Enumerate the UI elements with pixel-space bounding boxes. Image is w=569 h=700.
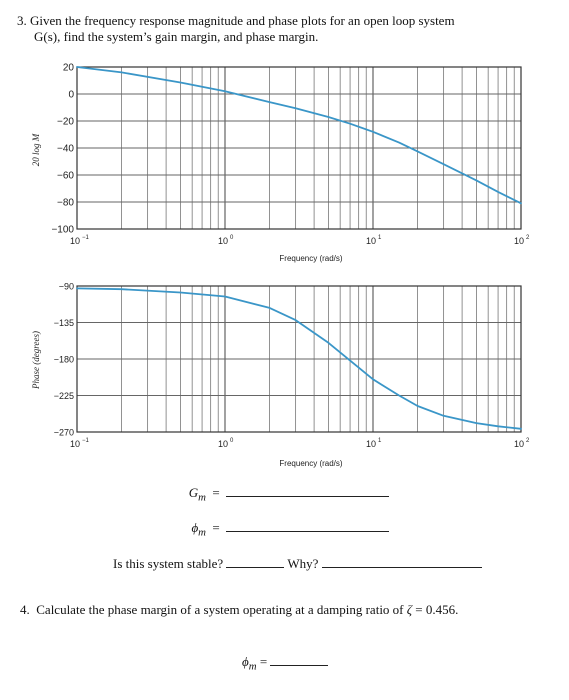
x-axis-label: Frequency (rad/s): [279, 459, 342, 468]
x-tick-exponent: 2: [526, 235, 530, 241]
stability-question-row: Is this system stable? Why?: [113, 556, 482, 572]
y-tick-label: −20: [57, 117, 74, 128]
question-3-text-1: Given the frequency response magnitude a…: [30, 13, 455, 28]
x-tick-label: 10: [366, 236, 376, 246]
question-4-blank[interactable]: [270, 665, 329, 666]
y-axis-label: Phase (degrees): [31, 331, 41, 390]
question-4-equals: =: [259, 654, 268, 669]
phase-margin-sub: m: [198, 526, 206, 539]
plot-frame: [76, 66, 522, 230]
y-tick-label: −90: [59, 282, 74, 292]
zeta-equals: =: [415, 602, 423, 617]
phase-margin-answer: ϕm =: [176, 520, 389, 539]
question-4-phi-symbol: ϕ: [242, 654, 249, 669]
phase-margin-equals: =: [212, 520, 220, 535]
x-tick-label: 10: [218, 236, 228, 246]
x-tick-label: 10: [70, 236, 80, 246]
x-tick-label: 10: [514, 236, 524, 246]
stable-answer-blank[interactable]: [226, 567, 285, 568]
zeta-symbol: ζ: [406, 602, 413, 617]
gain-margin-sub: m: [198, 491, 206, 504]
question-4-text: Calculate the phase margin of a system o…: [36, 602, 404, 617]
series-line: [76, 287, 522, 430]
gain-margin-equals: =: [212, 485, 220, 500]
phase-margin-symbol: ϕ: [191, 520, 199, 535]
question-3-text-2: G(s), find the system’s gain margin, and…: [34, 29, 319, 44]
question-3-number: 3.: [17, 13, 27, 28]
x-tick-label: 10: [70, 439, 80, 449]
y-tick-label: −225: [54, 391, 74, 401]
y-tick-label: 0: [68, 90, 74, 101]
y-tick-label: −100: [51, 225, 74, 236]
x-tick-exponent: 0: [230, 438, 234, 444]
zeta-value: 0.456.: [425, 602, 459, 617]
y-tick-label: −180: [54, 355, 74, 365]
question-4-phi-sub: m: [248, 660, 257, 673]
series-line: [76, 66, 522, 205]
gain-margin-symbol: G: [188, 485, 199, 500]
x-tick-exponent: 1: [378, 235, 382, 241]
question-4-number: 4.: [20, 602, 30, 617]
why-answer-blank[interactable]: [321, 567, 482, 568]
x-tick-exponent: 1: [378, 438, 382, 444]
question-4-answer: ϕm =: [242, 654, 329, 673]
y-tick-label: −270: [54, 428, 74, 438]
y-tick-label: 20: [63, 63, 75, 74]
gain-margin-blank[interactable]: [226, 496, 389, 497]
y-tick-label: −60: [57, 171, 74, 182]
gain-margin-answer: Gm =: [176, 485, 389, 504]
x-axis-label: Frequency (rad/s): [279, 254, 342, 263]
phase-margin-blank[interactable]: [226, 531, 389, 532]
why-label: Why?: [287, 556, 319, 571]
x-tick-exponent: −1: [82, 438, 90, 444]
x-tick-exponent: 2: [526, 438, 530, 444]
y-tick-label: −135: [54, 318, 74, 328]
x-tick-label: 10: [514, 439, 524, 449]
x-tick-exponent: 0: [230, 235, 234, 241]
stable-question-label: Is this system stable?: [113, 556, 224, 571]
y-tick-label: −80: [57, 198, 74, 209]
plot-frame: [76, 285, 522, 433]
question-3-line-1: 3. Given the frequency response magnitud…: [17, 13, 547, 29]
x-tick-label: 10: [366, 439, 376, 449]
y-axis-label: 20 log M: [31, 133, 41, 166]
x-tick-exponent: −1: [82, 235, 90, 241]
x-tick-label: 10: [218, 439, 228, 449]
question-3-line-2: G(s), find the system’s gain margin, and…: [34, 29, 554, 45]
question-4: 4. Calculate the phase margin of a syste…: [20, 602, 458, 618]
y-tick-label: −40: [57, 144, 74, 155]
